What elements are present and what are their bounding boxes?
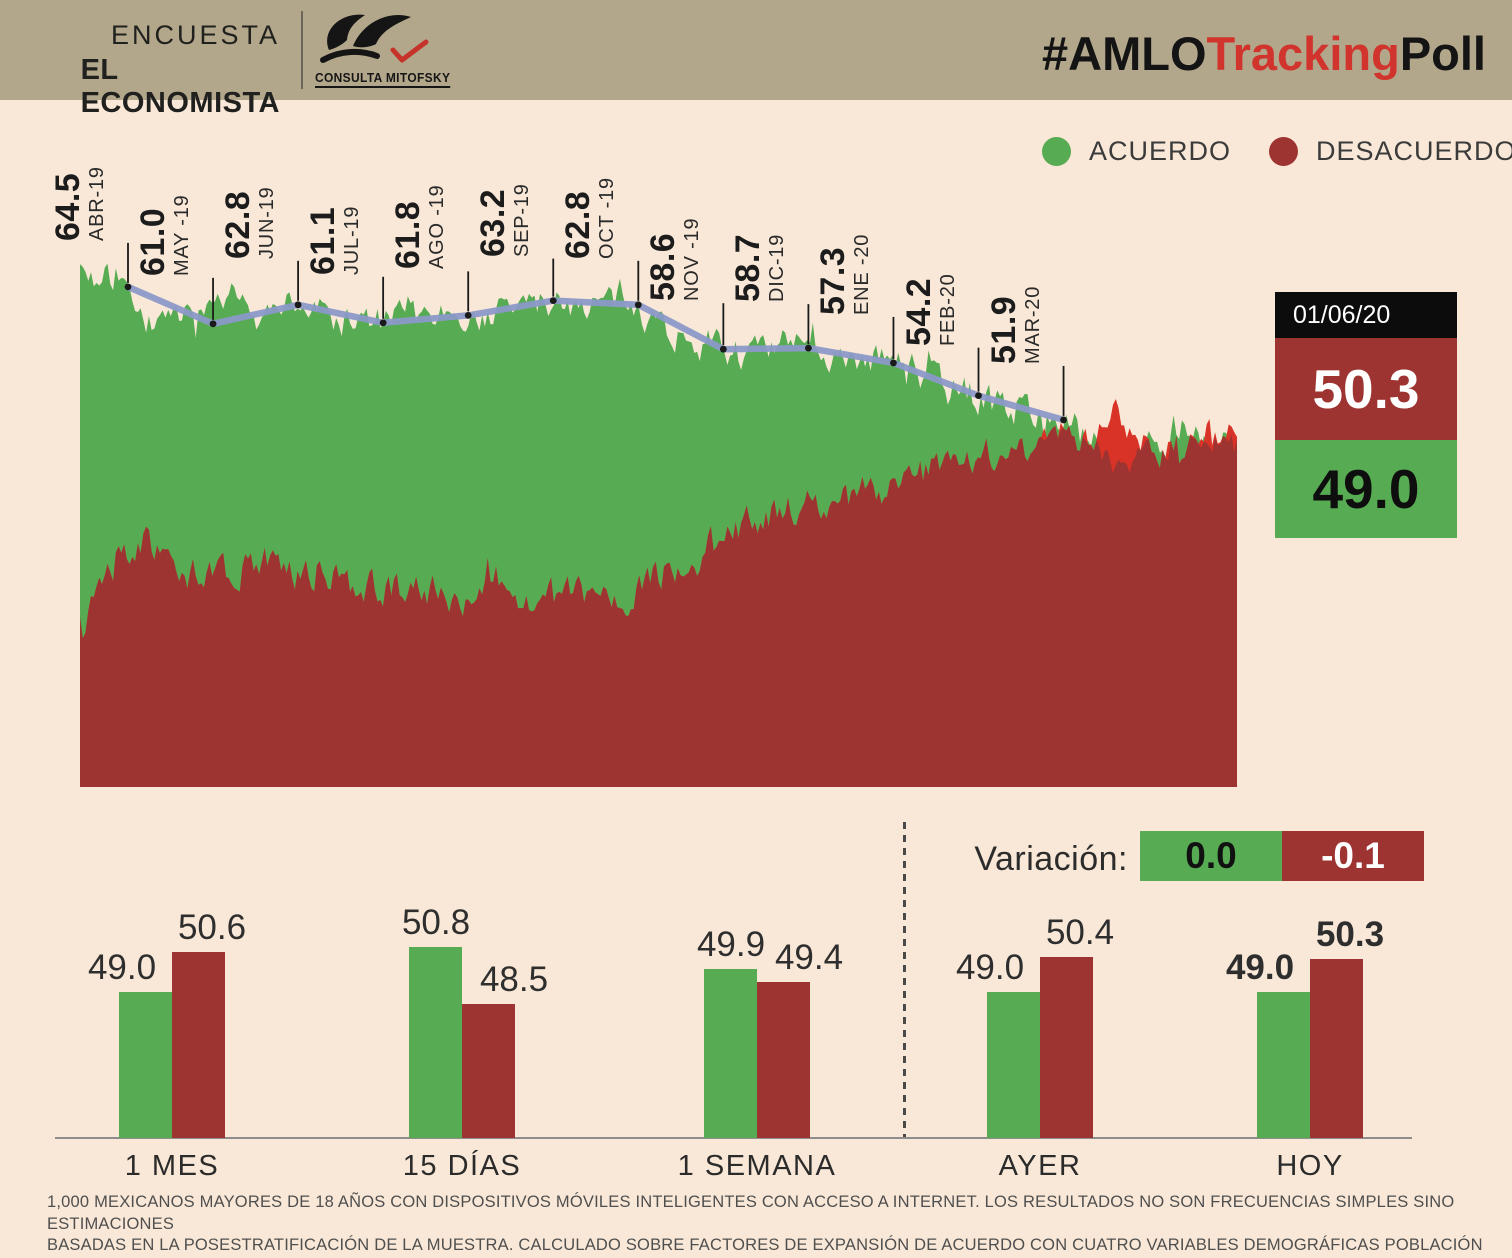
mitofsky-caption: CONSULTA MITOFSKY	[315, 70, 451, 88]
bar-chart-baseline	[55, 1137, 1412, 1139]
legend-item-desacuerdo: DESACUERDO	[1269, 136, 1512, 167]
summary-acuerdo-value: 49.0	[1275, 440, 1457, 538]
month-point-dot	[975, 392, 982, 400]
desacuerdo-dot-icon	[1269, 137, 1299, 166]
bar-value-acuerdo-1-mes: 49.0	[87, 947, 157, 987]
consulta-mitofsky-logo: CONSULTA MITOFSKY	[313, 4, 451, 96]
variation-desacuerdo-box: -0.1	[1282, 831, 1424, 881]
poll-title: #AMLOTrackingPoll	[1042, 26, 1486, 81]
month-value: 61.0	[134, 207, 173, 276]
bar-acuerdo-hoy	[1257, 991, 1310, 1138]
header: ENCUESTA EL ECONOMISTA CONSULTA MITOFSKY…	[0, 0, 1512, 119]
month-point-dot	[719, 345, 727, 353]
month-value: 63.2	[474, 188, 513, 257]
month-name: ENE -20	[851, 233, 874, 315]
month-value: 62.8	[219, 190, 258, 259]
month-value: 58.7	[729, 233, 768, 303]
methodology-note: 1,000 MEXICANOS MAYORES DE 18 AÑOS CON D…	[47, 1192, 1512, 1258]
bar-value-acuerdo-hoy: 49.0	[1225, 947, 1295, 987]
month-point-dot	[890, 359, 897, 367]
month-point-dot	[294, 301, 302, 309]
monthly-trend-line	[124, 283, 1067, 424]
brand-encuesta-label: ENCUESTA	[110, 20, 280, 50]
bar-desacuerdo-ayer	[1040, 956, 1093, 1138]
bar-value-desacuerdo-1-mes: 50.6	[177, 908, 247, 947]
desacuerdo-area	[80, 425, 1237, 787]
month-name: AGO -19	[426, 184, 449, 270]
month-name: MAR-20	[1021, 285, 1044, 364]
section-divider	[903, 822, 906, 1138]
month-name: JUN-19	[256, 186, 279, 259]
methodology-line-1: 1,000 MEXICANOS MAYORES DE 18 AÑOS CON D…	[47, 1193, 1455, 1233]
bar-value-desacuerdo-hoy: 50.3	[1315, 915, 1385, 955]
bar-category-1-semana: 1 SEMANA	[677, 1150, 837, 1182]
poll-title-poll: Poll	[1399, 27, 1486, 80]
variation-label: Variación:	[974, 840, 1128, 878]
month-name: SEP-19	[511, 182, 534, 257]
month-point-dot	[634, 301, 642, 309]
bar-category-15-días: 15 DÍAS	[402, 1150, 522, 1182]
legend-label-acuerdo: ACUERDO	[1089, 136, 1232, 166]
bar-desacuerdo-1-semana	[757, 981, 810, 1138]
bar-desacuerdo-1-mes	[172, 952, 225, 1138]
bar-acuerdo-1-semana	[704, 969, 757, 1138]
bar-value-desacuerdo-15-días: 48.5	[479, 960, 549, 1000]
month-name: JUL-19	[341, 205, 364, 275]
bar-value-desacuerdo-1-semana: 49.4	[774, 937, 844, 977]
variation-acuerdo-box: 0.0	[1140, 831, 1282, 881]
bar-value-acuerdo-ayer: 49.0	[955, 947, 1025, 987]
month-name: DIC-19	[766, 233, 789, 303]
bar-acuerdo-15-días	[409, 947, 462, 1138]
month-value: 62.8	[559, 190, 598, 259]
month-point-dot	[464, 311, 472, 319]
bar-category-1-mes: 1 MES	[124, 1150, 220, 1182]
brand-el-economista-label: EL ECONOMISTA	[80, 54, 280, 119]
summary-desacuerdo-value: 50.3	[1275, 338, 1457, 440]
month-value: 58.6	[644, 232, 683, 302]
bar-value-acuerdo-15-días: 50.8	[401, 903, 471, 943]
header-divider	[301, 11, 303, 89]
month-name: MAY -19	[171, 194, 194, 276]
legend-label-desacuerdo: DESACUERDO	[1316, 136, 1512, 166]
month-point-dot	[209, 320, 217, 328]
bar-acuerdo-ayer	[987, 991, 1040, 1138]
latest-summary-box: 01/06/20 50.3 49.0	[1275, 292, 1457, 538]
month-point-dot	[805, 344, 812, 352]
month-value: 57.3	[814, 246, 853, 315]
bar-acuerdo-1-mes	[119, 991, 172, 1138]
month-value: 54.2	[899, 277, 938, 346]
bar-value-acuerdo-1-semana: 49.9	[696, 925, 766, 965]
bar-desacuerdo-hoy	[1310, 959, 1363, 1138]
month-point-dot	[1060, 416, 1067, 424]
tracking-area-chart	[80, 242, 1237, 787]
month-name: FEB-20	[936, 273, 959, 346]
summary-date: 01/06/20	[1275, 292, 1457, 338]
methodology-line-2: BASADAS EN LA POSESTRATIFICACIÓN DE LA M…	[47, 1236, 1483, 1258]
month-point-dot	[124, 283, 132, 291]
bar-value-desacuerdo-ayer: 50.4	[1045, 912, 1115, 952]
month-value: 61.8	[389, 201, 428, 270]
month-name: ABR-19	[86, 166, 108, 241]
legend: ACUERDO DESACUERDO	[1042, 136, 1512, 167]
month-point-dot	[379, 319, 387, 327]
poll-title-tracking: Tracking	[1206, 27, 1400, 80]
month-name: NOV -19	[681, 217, 704, 302]
mitofsky-bird-icon	[320, 14, 429, 63]
month-value: 64.5	[49, 172, 87, 241]
month-value: 51.9	[984, 295, 1023, 364]
acuerdo-dot-icon	[1042, 137, 1071, 166]
month-point-dot	[549, 297, 557, 305]
bar-desacuerdo-15-días	[462, 1004, 515, 1138]
month-name: OCT -19	[596, 176, 619, 259]
month-value: 61.1	[304, 206, 343, 275]
poll-title-amlo: #AMLO	[1042, 27, 1207, 80]
legend-item-acuerdo: ACUERDO	[1042, 136, 1231, 167]
bar-category-hoy: HOY	[1276, 1150, 1344, 1182]
el-economista-brand: ENCUESTA EL ECONOMISTA	[81, 20, 280, 120]
bar-category-ayer: AYER	[998, 1150, 1082, 1182]
